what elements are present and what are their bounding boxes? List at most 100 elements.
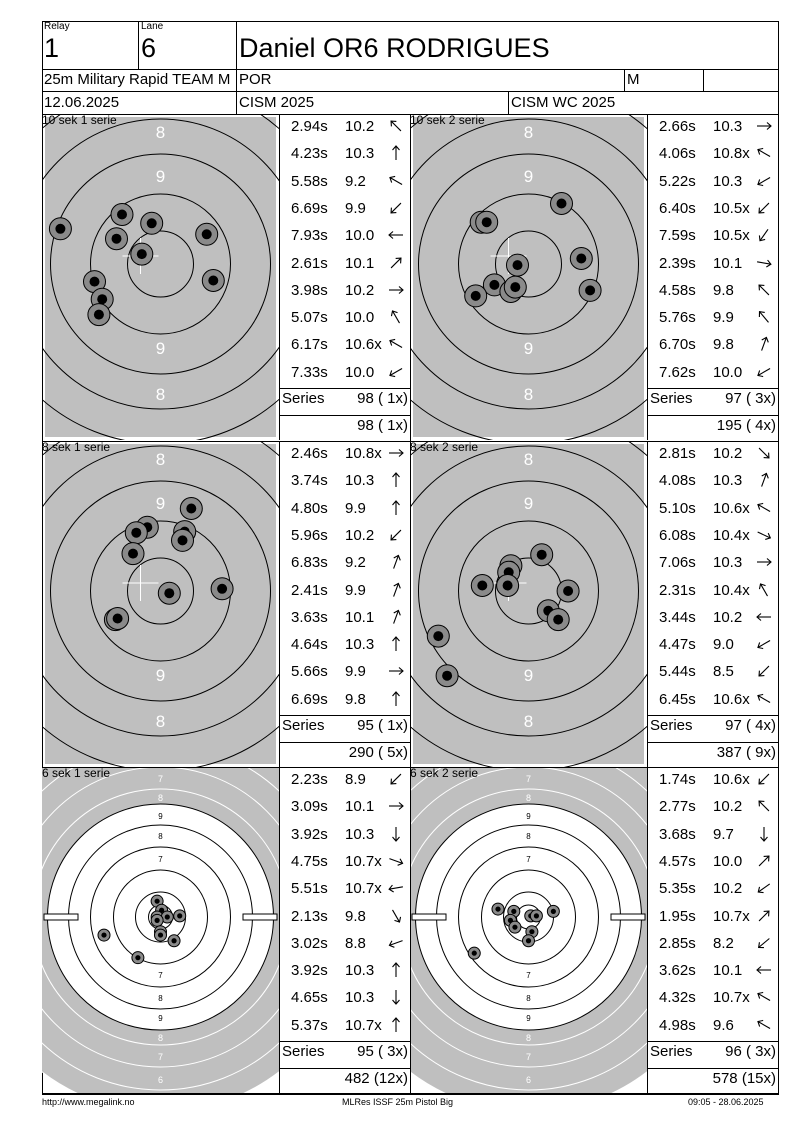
direction-arrow-icon [758,311,769,323]
shot-score: 10.3 [345,962,375,980]
score-card [42,21,779,1095]
shot-time: 2.23s [291,771,328,788]
ring-number: 6 [158,1075,163,1085]
shot-row: 2.31s 10.4x [647,582,778,602]
shot-score: 9.8 [713,336,734,354]
direction-arrow-icon [392,472,400,488]
nation: POR [239,71,272,88]
series-total: 97 ( 4x) [725,717,776,734]
shot-score: 9.7 [713,825,734,843]
shot-hole [110,203,134,226]
shot-time: 4.64s [291,636,328,654]
direction-arrow-icon [389,802,404,811]
series-title: 6 sek 1 serie [42,767,111,780]
target-image: 8 9 9 8 8 sek 2 serie [410,441,647,767]
target-svg: 8 9 9 8 [42,114,279,440]
shot-score: 10.1 [345,798,375,816]
direction-arrow-icon [392,990,400,1006]
ring-number: 8 [524,123,533,142]
shot-time: 3.63s [291,608,328,626]
shot-hole [578,278,602,302]
direction-arrow-icon [757,259,772,267]
shot-hole [167,934,181,948]
shot-hole [503,275,527,299]
series-panel: 8 9 9 8 8 sek 1 serie 2.46s 10.8x 3.74s 10.3 4.80… [42,441,410,767]
shot-time: 6.70s [659,336,696,354]
shot-score: 10.7x [345,880,382,898]
shot-hole [173,909,187,923]
competition-full: CISM WC 2025 [511,94,616,111]
shot-time: 2.81s [659,445,696,462]
shot-time: 1.95s [659,907,696,925]
shot-time: 3.92s [291,825,328,843]
direction-arrow-icon [389,175,403,185]
shot-row: 1.74s 10.6x [647,771,778,791]
shot-hole [435,664,459,688]
ring-number: 8 [156,385,165,404]
footer-timestamp: 09:05 - 28.06.2025 [688,1097,764,1107]
shot-time: 2.61s [291,254,328,272]
shot-row: 3.68s 9.7 [647,826,778,846]
shot-score: 10.3 [713,172,743,190]
shot-row: 3.98s 10.2 [279,282,410,302]
shot-score: 10.6x [345,336,382,354]
ring-number: 9 [156,167,165,186]
running-total: 195 ( 4x) [716,417,776,434]
ring-number: 8 [158,832,163,841]
ring-number: 8 [158,793,163,803]
shot-hole [530,543,554,567]
shot-score: 10.3 [345,989,375,1007]
direction-arrow-icon [758,582,768,596]
shot-score: 8.8 [345,934,366,952]
ring-number: 6 [526,1075,531,1085]
shot-row: 2.13s 9.8 [279,908,410,928]
shot-row: 2.94s 10.2 [279,118,410,138]
shot-row: 7.59s 10.5x [647,227,778,247]
direction-arrow-icon [757,883,771,894]
shot-hole [569,247,593,270]
shot-row: 6.40s 10.5x [647,200,778,220]
shot-time: 4.47s [659,636,696,654]
shot-score: 10.4x [713,581,750,599]
shot-score: 9.8 [713,281,734,299]
shot-score: 9.9 [345,663,366,681]
series-title: 10 sek 1 serie [42,114,117,127]
shot-score: 10.4x [713,526,750,544]
shot-hole [97,928,111,942]
shot-hole [546,608,570,632]
shot-score: 10.3 [345,825,375,843]
shot-score: 10.3 [345,636,375,654]
ring-number: 8 [158,1033,163,1043]
ring-number: 9 [156,339,165,358]
shot-row: 4.32s 10.7x [647,989,778,1009]
shot-score: 10.3 [713,554,743,572]
shot-time: 4.58s [659,281,696,299]
running-total: 578 (15x) [712,1070,776,1087]
shot-score: 10.7x [345,1016,382,1034]
shot-score: 9.9 [345,581,366,599]
direction-arrow-icon [392,826,400,842]
shot-row: 3.62s 10.1 [647,962,778,982]
shot-time: 5.22s [659,172,696,190]
shot-time: 4.06s [659,145,696,163]
series-panel: 8 9 9 8 10 sek 2 serie 2.66s 10.3 4.06s 10.8x 5.2… [410,114,778,440]
lane-value: 6 [141,33,157,63]
direction-arrow-icon [758,800,770,812]
shot-time: 2.46s [291,445,328,462]
ring-number: 8 [524,450,533,469]
direction-arrow-icon [757,558,772,567]
ring-number: 9 [524,339,533,358]
shot-hole [550,192,573,215]
shot-score: 10.7x [713,907,750,925]
ring-number: 7 [158,1052,163,1062]
shot-score: 10.5x [713,199,750,217]
shot-time: 6.08s [659,526,696,544]
ring-number: 9 [526,812,531,821]
ring-number: 8 [156,450,165,469]
shot-row: 4.98s 9.6 [647,1017,778,1037]
ring-number: 7 [526,855,531,864]
running-total: 482 (12x) [344,1070,408,1087]
direction-arrow-icon [761,337,769,352]
shot-row: 4.08s 10.3 [647,472,778,492]
shot-row: 3.02s 8.8 [279,935,410,955]
